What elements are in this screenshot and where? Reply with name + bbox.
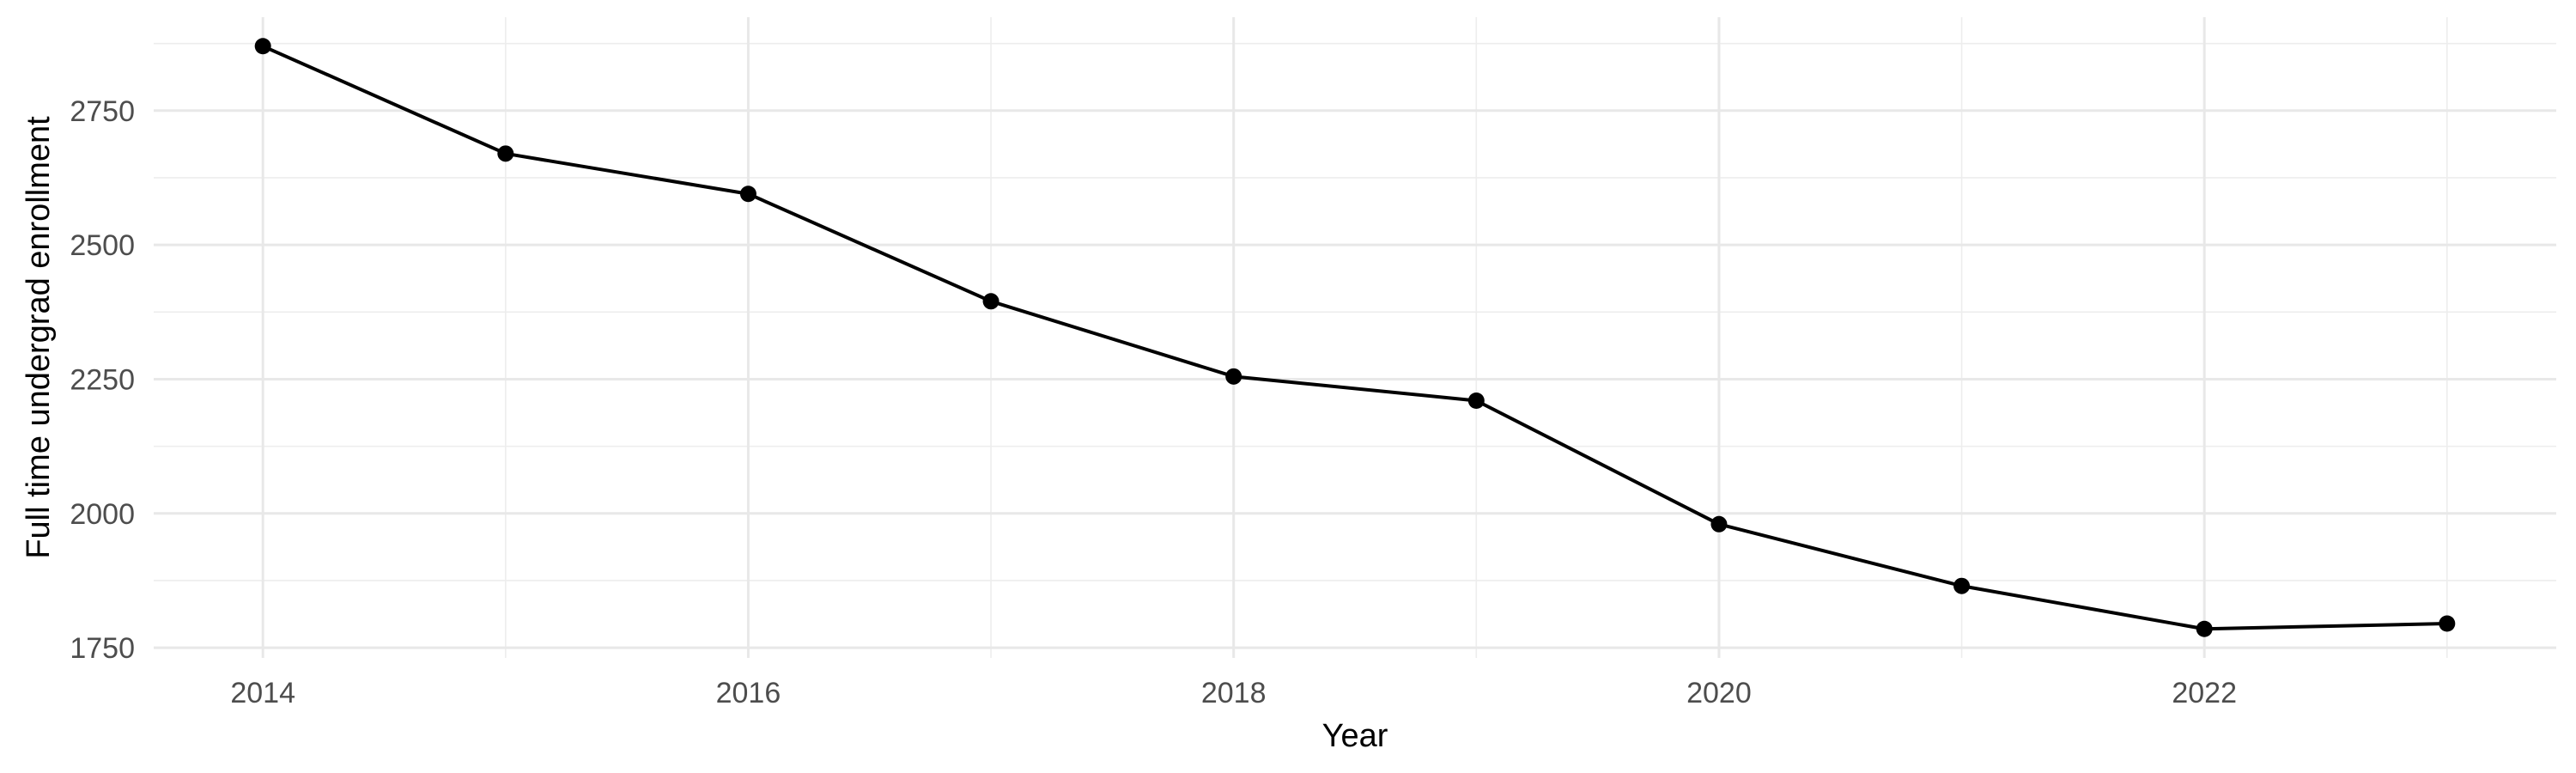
x-axis-title: Year	[1322, 718, 1388, 754]
x-tick-label: 2018	[1201, 677, 1267, 709]
data-point	[1953, 577, 1971, 594]
y-axis-title: Full time undergrad enrollment	[21, 116, 57, 559]
data-point	[254, 38, 271, 55]
gridlines-major	[154, 17, 2556, 658]
y-axis-tick-labels: 1750 2000 2250 2500 2750	[70, 95, 135, 665]
data-point	[982, 293, 999, 310]
data-point	[2196, 620, 2213, 637]
data-point	[739, 186, 756, 203]
data-point	[1225, 368, 1242, 385]
x-tick-label: 2014	[230, 677, 295, 709]
data-point	[2439, 615, 2456, 632]
y-tick-label: 2250	[70, 363, 135, 396]
data-point	[1467, 392, 1485, 409]
data-series	[254, 38, 2456, 637]
x-axis-tick-labels: 2014 2016 2018 2020 2022	[230, 677, 2237, 709]
x-tick-label: 2022	[2172, 677, 2237, 709]
gridlines-minor	[154, 17, 2556, 658]
y-tick-label: 1750	[70, 632, 135, 665]
y-tick-label: 2750	[70, 95, 135, 128]
x-tick-label: 2016	[716, 677, 781, 709]
data-point	[497, 145, 514, 162]
y-tick-label: 2500	[70, 229, 135, 262]
data-point	[1710, 515, 1728, 533]
y-tick-label: 2000	[70, 498, 135, 531]
x-tick-label: 2020	[1686, 677, 1752, 709]
enrollment-trend-line	[262, 44, 2447, 631]
